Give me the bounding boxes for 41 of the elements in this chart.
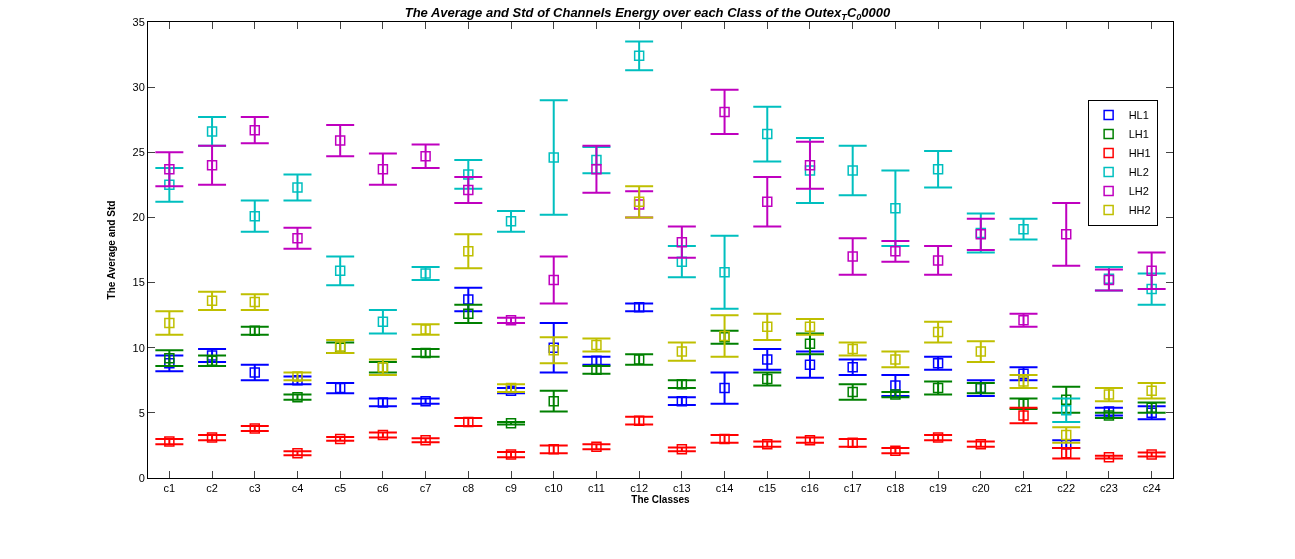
x-tick-label: c14 [715,482,734,495]
x-tick-label: c20 [971,482,990,495]
legend-label: HL1 [1128,109,1149,122]
x-tick-label: c15 [758,482,777,495]
x-tick-label: c12 [630,482,649,495]
x-tick-label: c19 [929,482,947,495]
y-tick-label: 35 [132,15,145,28]
x-tick-label: c9 [505,482,517,495]
legend-label: LH1 [1128,128,1149,141]
x-tick-label: c13 [672,482,691,495]
y-tick-label: 10 [132,341,145,354]
x-tick-label: c10 [544,482,563,495]
y-axis-title: The Average and Std [105,200,117,300]
x-tick-label: c2 [206,482,218,495]
x-tick-label: c24 [1142,482,1161,495]
y-tick-label: 15 [132,276,145,289]
x-tick-label: c4 [291,482,304,495]
legend-label: HH1 [1128,147,1151,160]
x-tick-label: c3 [248,482,261,495]
x-tick-label: c8 [462,482,475,495]
x-tick-label: c22 [1057,482,1076,495]
x-tick-label: c23 [1100,482,1118,495]
x-tick-label: c6 [377,482,389,495]
x-tick-label: c16 [801,482,819,495]
y-tick-label: 20 [132,211,145,224]
x-tick-label: c21 [1014,482,1033,495]
x-tick-label: c17 [843,482,862,495]
legend-label: HH2 [1128,204,1151,217]
y-tick-label: 5 [138,406,145,419]
legend-label: HL2 [1128,166,1149,179]
x-tick-label: c18 [886,482,905,495]
x-tick-label: c1 [163,482,176,495]
x-tick-label: c11 [587,482,605,495]
legend-label: LH2 [1128,185,1149,198]
x-axis-title: The Classes [631,494,691,506]
x-tick-label: c5 [334,482,346,495]
x-tick-label: c7 [419,482,432,495]
y-tick-label: 25 [132,146,145,159]
y-tick-label: 30 [132,80,145,93]
chart-title: The Average and Std of Channels Energy over each Class of the Outex$_{T}$C$_{0}$0000 [404,5,892,23]
y-tick-label: 0 [138,471,145,484]
